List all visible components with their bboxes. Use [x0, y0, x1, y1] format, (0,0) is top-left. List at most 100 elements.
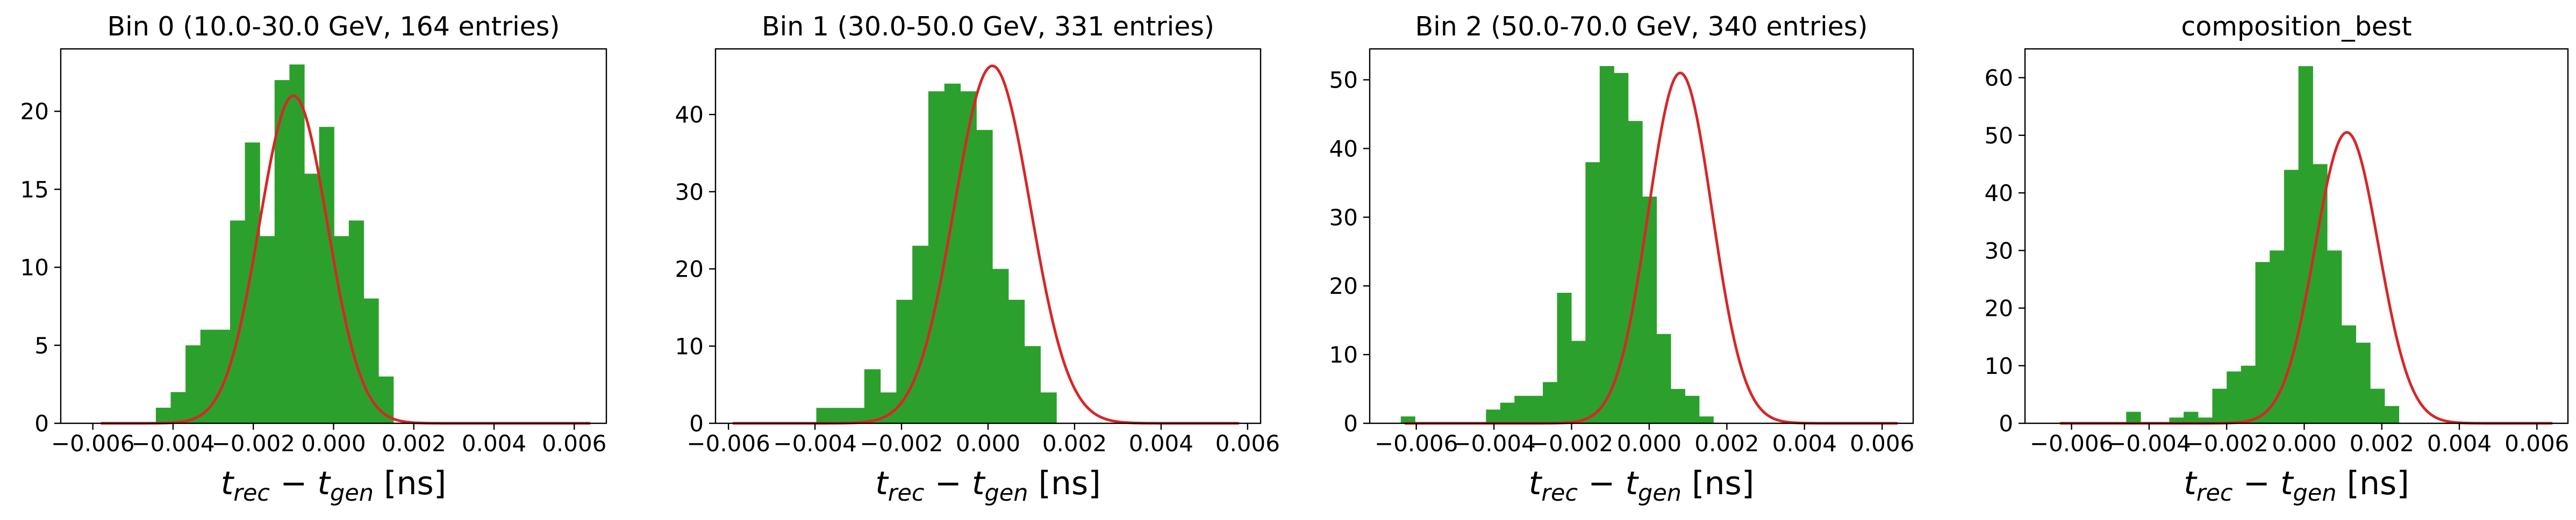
histogram-bar [2255, 262, 2270, 423]
histogram-bar [896, 300, 913, 423]
histogram-bar [2198, 417, 2213, 423]
histogram-bar [864, 369, 881, 423]
chart-title: Bin 1 (30.0-50.0 GeV, 331 entries) [762, 11, 1214, 42]
y-tick-label: 0 [1999, 410, 2013, 437]
histogram-bar [1557, 293, 1572, 423]
y-tick-label: 20 [20, 98, 49, 125]
y-tick-label: 0 [1343, 410, 1358, 437]
y-tick-label: 60 [1985, 65, 2013, 91]
chart-title: Bin 2 (50.0-70.0 GeV, 340 entries) [1415, 11, 1867, 42]
histogram-bar [2370, 388, 2385, 423]
histogram-bar [1008, 300, 1025, 423]
histogram-bar [2356, 342, 2371, 423]
histogram-bar [992, 269, 1009, 423]
histogram-bar [1614, 73, 1629, 423]
histogram-bar [245, 142, 260, 423]
x-tick-label: 0.004 [462, 430, 526, 457]
histogram-bar [230, 220, 246, 423]
histogram-bar [832, 408, 849, 423]
histogram-bars [1400, 66, 1714, 424]
histogram-bar [1528, 395, 1543, 423]
histogram-bar [2341, 325, 2356, 423]
y-tick-label: 5 [34, 333, 49, 359]
x-tick-label: −0.006 [686, 430, 770, 457]
x-tick-label: −0.006 [51, 430, 134, 457]
x-tick-label: −0.002 [2185, 430, 2268, 457]
y-tick-label: 30 [1985, 237, 2013, 264]
axes-frame [1369, 48, 1914, 424]
histogram-bar [1571, 341, 1586, 423]
histogram-bar [976, 129, 993, 423]
y-tick-label: 10 [1329, 342, 1358, 368]
x-tick-label: −0.002 [212, 430, 295, 457]
x-tick-label: 0.006 [1215, 430, 1280, 457]
histogram-bar [1400, 416, 1415, 423]
chart-panel-3: −0.006−0.004−0.002 0.000 0.002 0.004 0.006 0 1… [1985, 11, 2570, 507]
x-axis-label: trec − tgen [ns] [221, 465, 446, 507]
x-tick-label: −0.004 [773, 430, 856, 457]
histogram-bar [185, 345, 201, 423]
histogram-bar [2241, 365, 2256, 423]
histogram-bar [1670, 389, 1685, 423]
x-axis-label: trec − tgen [ns] [875, 465, 1100, 507]
histogram-bar [928, 91, 945, 423]
histogram-bar [848, 408, 865, 423]
y-tick-label: 10 [20, 255, 49, 281]
histogram-bar [1500, 402, 1515, 423]
histogram-bar [2384, 406, 2400, 423]
histogram-bar [348, 220, 364, 423]
x-tick-label: −0.002 [1530, 430, 1613, 457]
x-tick-label: 0.000 [2272, 430, 2336, 457]
histogram-bar [2184, 411, 2199, 423]
histogram-bar [1585, 162, 1600, 423]
histogram-bar [2298, 66, 2313, 423]
histogram-bar [2327, 250, 2342, 423]
y-tick-label: 20 [1329, 273, 1358, 299]
histogram-bar [1514, 395, 1529, 423]
histogram-bar [1685, 395, 1700, 423]
histogram-bars [155, 64, 394, 424]
histogram-bar [155, 407, 171, 423]
histogram-bar [2284, 170, 2299, 423]
y-tick-label: 50 [1329, 67, 1358, 93]
y-tick-label: 40 [675, 102, 704, 128]
histogram-bar [2169, 417, 2184, 423]
y-tick-label: 15 [20, 176, 49, 203]
x-tick-label: −0.006 [1375, 430, 1458, 457]
x-tick-label: −0.004 [2107, 430, 2191, 457]
histogram-bar [1599, 66, 1614, 424]
x-axis-label: trec − tgen [ns] [2184, 465, 2409, 507]
x-tick-label: 0.002 [1694, 430, 1759, 457]
histogram-bar [2227, 371, 2242, 423]
y-tick-label: 20 [1985, 295, 2013, 322]
histogram-bar [260, 236, 275, 423]
y-tick-label: 10 [1985, 353, 2013, 379]
x-axis-label: trec − tgen [ns] [1529, 465, 1754, 507]
x-tick-label: 0.002 [2350, 430, 2414, 457]
histogram-bar [1699, 416, 1714, 423]
histogram-bar [960, 91, 977, 423]
histogram-bar [2313, 164, 2328, 423]
chart-title: composition_best [2181, 11, 2412, 42]
chart-title: Bin 0 (10.0-30.0 GeV, 164 entries) [107, 11, 560, 42]
x-tick-label: −0.006 [2030, 430, 2113, 457]
x-tick-label: 0.000 [301, 430, 366, 457]
chart-panel-0: −0.006−0.004−0.002 0.000 0.002 0.004 0.006 0 5… [20, 11, 607, 507]
y-tick-label: 30 [675, 179, 704, 205]
histogram-bars [816, 83, 1057, 423]
histogram-bar [1543, 382, 1558, 423]
x-tick-label: −0.004 [1452, 430, 1535, 457]
x-tick-label: 0.000 [1617, 430, 1681, 457]
histogram-bar [1040, 392, 1057, 423]
y-tick-label: 0 [689, 410, 704, 437]
x-tick-label: 0.006 [1850, 430, 1914, 457]
chart-panel-1: −0.006 −0.004 −0.002 0.000 0.002 0.004 0.006 0 1… [675, 11, 1280, 507]
histogram-bar [304, 174, 320, 423]
histogram-bar [816, 408, 833, 423]
x-tick-label: 0.002 [382, 430, 446, 457]
histogram-bar [1024, 346, 1041, 423]
histogram-bar [1628, 121, 1643, 423]
histogram-bar [1656, 334, 1671, 423]
x-tick-label: −0.002 [860, 430, 943, 457]
